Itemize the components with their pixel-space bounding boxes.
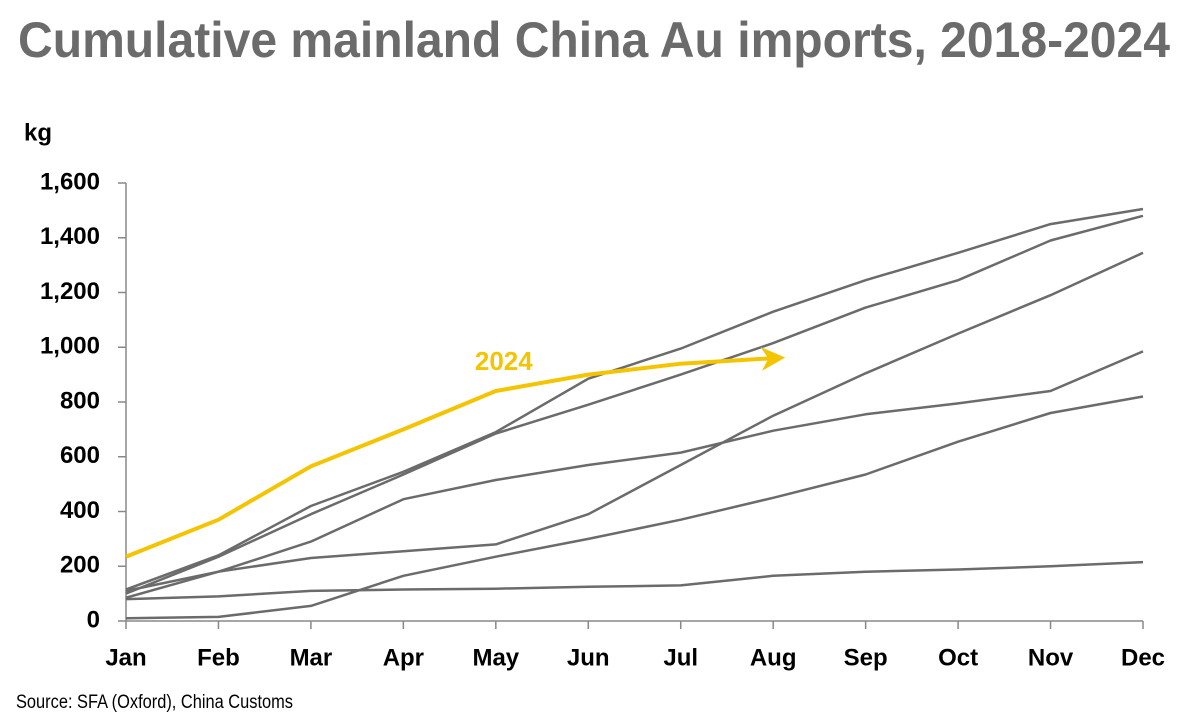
series-line <box>125 214 1144 595</box>
y-tick-label: 1,000 <box>40 333 100 360</box>
highlight-line <box>125 346 786 559</box>
y-axis-label: kg <box>24 119 52 146</box>
y-tick-label: 1,400 <box>40 223 100 250</box>
y-tick-label: 200 <box>60 552 100 579</box>
x-tick-label: Feb <box>197 644 240 671</box>
x-tick-label: Sep <box>844 644 888 671</box>
series-line <box>125 251 1144 593</box>
chart-title: Cumulative mainland China Au imports, 20… <box>18 12 1170 68</box>
series-line <box>125 395 1144 620</box>
x-tick-label: Jul <box>663 644 698 671</box>
y-tick-label: 800 <box>60 387 100 414</box>
x-tick-label: Jan <box>105 644 146 671</box>
y-tick-label: 600 <box>60 442 100 469</box>
y-tick-label: 400 <box>60 497 100 524</box>
x-tick-label: Apr <box>383 644 424 671</box>
x-tick-label: Mar <box>290 644 333 671</box>
y-tick-label: 1,600 <box>40 168 100 195</box>
series-line <box>125 207 1144 591</box>
series-line <box>125 350 1144 599</box>
x-tick-label: Dec <box>1121 644 1165 671</box>
series-label: 2024 <box>475 346 533 376</box>
series-line <box>125 560 1144 601</box>
y-tick-label: 0 <box>87 606 100 633</box>
y-tick-label: 1,200 <box>40 278 100 305</box>
x-tick-label: Jun <box>567 644 610 671</box>
source-note: Source: SFA (Oxford), China Customs <box>16 692 293 713</box>
x-tick-label: May <box>472 644 519 671</box>
x-tick-label: Nov <box>1028 644 1074 671</box>
x-tick-label: Aug <box>750 644 797 671</box>
x-tick-label: Oct <box>938 644 978 671</box>
